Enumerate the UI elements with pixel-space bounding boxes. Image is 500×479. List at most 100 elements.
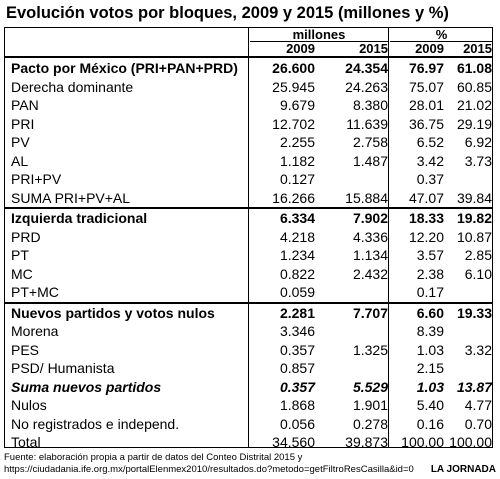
- table-row: PRD 4.218 4.336 12.20 10.87: [5, 228, 492, 247]
- table-row: PV 2.255 2.758 6.52 6.92: [5, 133, 492, 152]
- row-value: 0.357: [279, 341, 315, 358]
- table-row: PSD/ Humanista 0.857 2.15: [5, 359, 492, 378]
- row-value: 60.85: [456, 78, 492, 95]
- row-value: 2.38: [416, 265, 444, 282]
- row-value: 61.08: [456, 60, 492, 76]
- row-value: 11.639: [346, 115, 388, 132]
- row-value: 4.77: [464, 397, 492, 413]
- table-header: millones % 2009 2015 2009 2015: [5, 28, 492, 56]
- table-row: MC 0.822 2.432 2.38 6.10: [5, 265, 492, 284]
- row-value: 0.37: [416, 171, 444, 187]
- row-value: 6.334: [279, 210, 315, 226]
- row-value: 3.32: [464, 341, 492, 358]
- table-row: PRI+PV 0.127 0.37: [5, 170, 492, 189]
- row-value: 34.560: [272, 434, 315, 448]
- table-body: Pacto por México (PRI+PAN+PRD) 26.600 24.3…: [5, 59, 492, 448]
- row-value: 6.60: [416, 304, 444, 321]
- table-row: Derecha dominante 25.945 24.263 75.07 60.85: [5, 78, 492, 97]
- row-value: 2.432: [352, 265, 388, 282]
- source-url: https://ciudadania.ife.org.mx/portalElen…: [4, 464, 414, 475]
- table-row: No registrados e independ. 0.056 0.278 0.16…: [5, 415, 492, 434]
- header-year: 2015: [463, 41, 492, 56]
- row-value: 0.70: [464, 415, 492, 432]
- row-value: 0.16: [416, 415, 444, 432]
- row-label: PRD: [11, 228, 41, 245]
- row-value: 36.75: [408, 115, 444, 132]
- table-row: Total 34.560 39.873 100.00 100.00: [5, 433, 492, 448]
- row-label: SUMA PRI+PV+AL: [11, 189, 131, 206]
- table-row: Izquierda tradicional 6.334 7.902 18.33 19.8…: [5, 207, 492, 228]
- row-label: Pacto por México (PRI+PAN+PRD): [11, 60, 238, 76]
- table-row: Nuevos partidos y votos nulos 2.281 7.707 6…: [5, 301, 492, 323]
- row-value: 47.07: [408, 189, 444, 206]
- row-value: 2.758: [352, 134, 388, 150]
- row-label: Derecha dominante: [11, 78, 134, 95]
- row-value: 1.325: [352, 341, 388, 358]
- header-divider: [5, 56, 492, 58]
- row-value: 39.84: [456, 189, 492, 206]
- row-value: 12.20: [408, 228, 444, 245]
- row-value: 2.85: [464, 247, 492, 263]
- page-title: Evolución votos por bloques, 2009 y 2015…: [6, 4, 449, 22]
- row-value: 4.218: [279, 228, 315, 245]
- row-label: Suma nuevos partidos: [11, 378, 162, 395]
- row-value: 1.134: [352, 247, 388, 263]
- row-value: 28.01: [408, 97, 444, 113]
- data-table: millones % 2009 2015 2009 2015 Pacto por…: [4, 27, 493, 448]
- row-value: 3.346: [279, 323, 315, 339]
- row-label: PV: [11, 134, 30, 150]
- row-value: 75.07: [408, 78, 444, 95]
- row-value: 1.03: [416, 378, 444, 395]
- row-value: 7.707: [352, 304, 388, 321]
- row-label: PRI: [11, 115, 35, 132]
- row-value: 0.357: [279, 378, 315, 395]
- row-label: PES: [11, 341, 40, 358]
- table-row: Suma nuevos partidos 0.357 5.529 1.03 13.87: [5, 378, 492, 397]
- row-label: PAN: [11, 97, 39, 113]
- row-value: 0.17: [416, 284, 444, 300]
- table-row: Pacto por México (PRI+PAN+PRD) 26.600 24.3…: [5, 59, 492, 78]
- row-value: 24.354: [345, 60, 388, 76]
- row-value: 76.97: [408, 60, 444, 76]
- row-value: 0.056: [279, 415, 315, 432]
- row-value: 8.380: [352, 97, 388, 113]
- row-value: 3.73: [464, 152, 492, 169]
- publisher-credit: LA JORNADA: [430, 464, 496, 475]
- row-value: 2.15: [416, 360, 444, 376]
- row-value: 5.529: [352, 378, 388, 395]
- row-value: 13.87: [456, 378, 492, 395]
- row-value: 0.278: [352, 415, 388, 432]
- row-value: 1.487: [352, 152, 388, 169]
- row-label: PRI+PV: [11, 171, 62, 187]
- row-label: AL: [11, 152, 29, 169]
- row-value: 0.857: [279, 360, 315, 376]
- row-value: 9.679: [279, 97, 315, 113]
- table-row: SUMA PRI+PV+AL 16.266 15.884 47.07 39.84: [5, 189, 492, 208]
- row-value: 4.336: [352, 228, 388, 245]
- row-label: PT+MC: [11, 284, 59, 300]
- row-value: 1.03: [416, 341, 444, 358]
- row-value: 3.42: [416, 152, 444, 169]
- row-value: 21.02: [456, 97, 492, 113]
- table-row: PT 1.234 1.134 3.57 2.85: [5, 246, 492, 265]
- row-label: PT: [11, 247, 29, 263]
- row-value: 10.87: [456, 228, 492, 245]
- row-value: 12.702: [272, 115, 315, 132]
- row-value: 8.39: [416, 323, 444, 339]
- row-value: 6.52: [416, 134, 444, 150]
- row-value: 26.600: [272, 60, 315, 76]
- row-value: 100.00: [401, 434, 444, 448]
- table-row: PRI 12.702 11.639 36.75 29.19: [5, 115, 492, 134]
- row-label: Total: [11, 434, 41, 448]
- table-row: Morena 3.346 8.39: [5, 322, 492, 341]
- source-line: Fuente: elaboración propia a partir de d…: [4, 452, 303, 463]
- header-year: 2009: [415, 41, 444, 56]
- row-value: 7.902: [352, 210, 388, 226]
- row-label: No registrados e independ.: [11, 415, 180, 432]
- row-value: 19.82: [456, 210, 492, 226]
- header-year: 2015: [359, 41, 388, 56]
- header-group-millones: millones: [250, 28, 388, 42]
- header-group-percent: %: [390, 28, 492, 42]
- row-value: 0.127: [279, 171, 315, 187]
- table-row: PES 0.357 1.325 1.03 3.32: [5, 341, 492, 360]
